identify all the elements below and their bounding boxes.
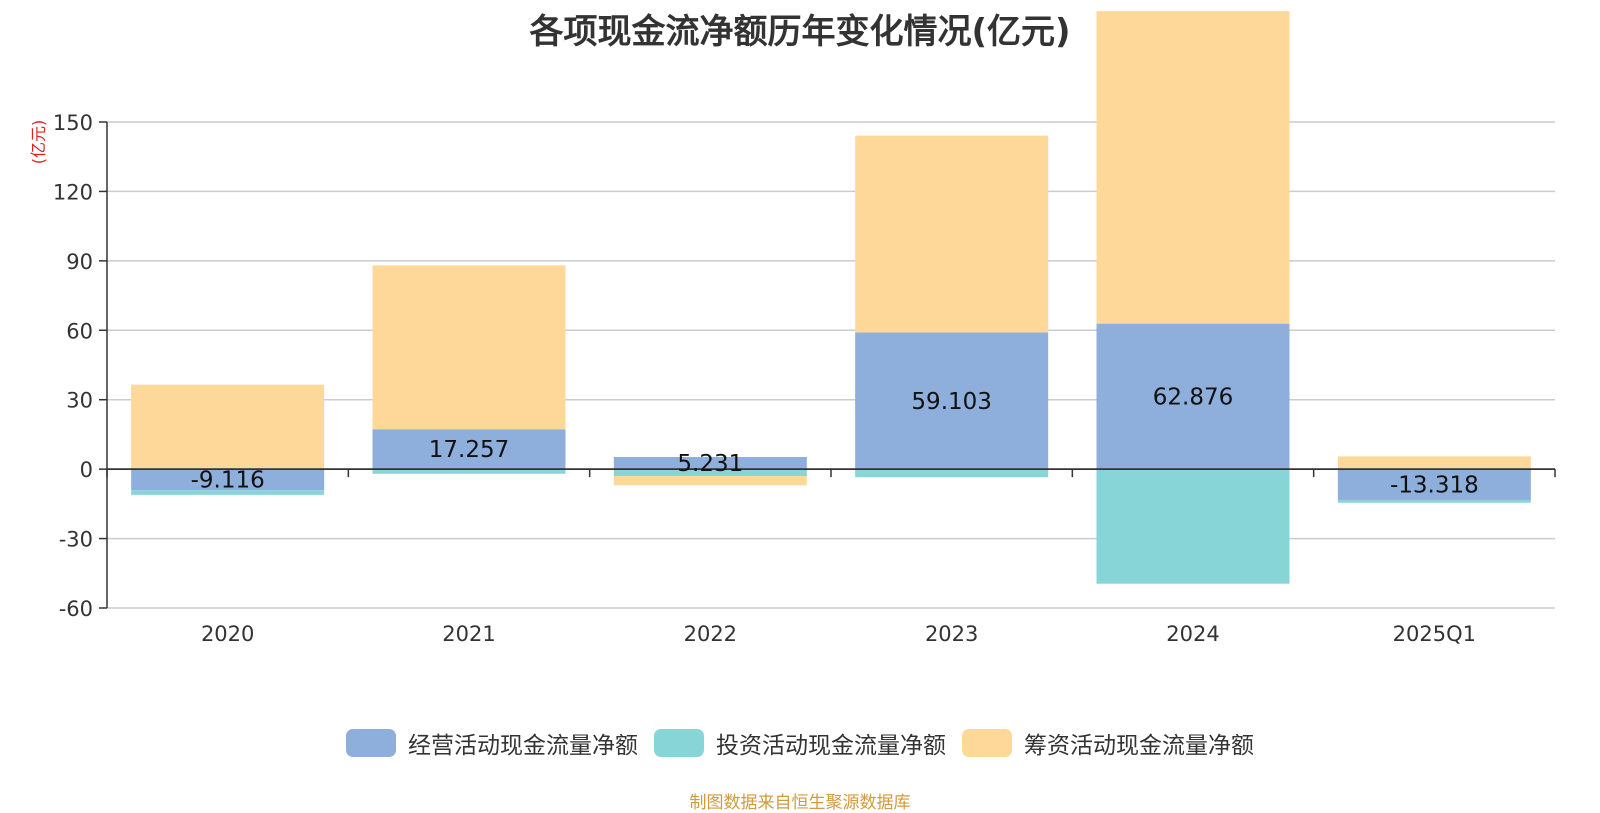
bar-2023-series-0 (855, 332, 1049, 470)
legend-item-operating[interactable]: 经营活动现金流量净额 (346, 726, 638, 760)
x-tick-label-2023: 2023 (925, 622, 978, 646)
x-tick-label-2022: 2022 (684, 622, 737, 646)
x-tick-label-2021: 2021 (442, 622, 495, 646)
bar-2024-series-0 (1096, 323, 1290, 470)
y-tick-label: 120 (53, 180, 93, 204)
data-label-2020: -9.116 (191, 468, 265, 494)
bar-2022-series-1 (613, 469, 807, 477)
legend: 经营活动现金流量净额 投资活动现金流量净额 筹资活动现金流量净额 (0, 726, 1600, 760)
y-axis-unit-label: (亿元) (29, 120, 48, 165)
data-label-2025Q1: -13.318 (1390, 473, 1479, 499)
legend-swatch-investing (654, 729, 704, 757)
data-label-2024: 62.876 (1153, 384, 1233, 410)
legend-label-financing: 筹资活动现金流量净额 (1024, 733, 1254, 759)
bar-2025Q1-series-2 (1337, 456, 1531, 470)
y-tick-label: 60 (66, 319, 93, 343)
source-note: 制图数据来自恒生聚源数据库 (689, 793, 911, 813)
legend-swatch-financing (962, 729, 1012, 757)
data-labels: -9.116 17.257 5.231 59.103 62.876 -13.318 (191, 384, 1479, 498)
bar-2020-series-0 (131, 469, 325, 491)
bars (131, 11, 1531, 584)
bar-2020-series-2 (131, 384, 325, 470)
x-tick-label-2020: 2020 (201, 622, 254, 646)
bar-2025Q1-series-0 (1337, 469, 1531, 500)
legend-item-investing[interactable]: 投资活动现金流量净额 (654, 726, 946, 760)
data-label-2023: 59.103 (911, 389, 991, 415)
chart-title: 各项现金流净额历年变化情况(亿元) (529, 12, 1071, 52)
bar-2024-series-1 (1096, 469, 1290, 584)
bar-2023-series-1 (855, 469, 1049, 478)
bar-2021-series-0 (372, 429, 566, 470)
bar-2022-series-2 (613, 476, 807, 486)
y-tick-label: -30 (59, 528, 93, 552)
data-label-2021: 17.257 (429, 437, 509, 463)
bar-2025Q1-series-1 (1337, 499, 1531, 503)
y-tick-label: 150 (53, 111, 93, 135)
y-tick-label: 30 (66, 389, 93, 413)
grid-lines (107, 121, 1555, 609)
legend-label-investing: 投资活动现金流量净额 (716, 733, 946, 759)
legend-swatch-operating (346, 729, 396, 757)
axes: 150 120 90 60 30 0 -30 -60 2020 2021 2022 2023 2024 2… (53, 111, 1556, 646)
legend-item-financing[interactable]: 筹资活动现金流量净额 (962, 726, 1254, 760)
bar-2021-series-2 (372, 265, 566, 430)
bar-2024-series-2 (1096, 11, 1290, 324)
data-label-2022: 5.231 (677, 451, 743, 477)
y-tick-label: 90 (66, 250, 93, 274)
x-tick-label-2024: 2024 (1166, 622, 1219, 646)
bar-2022-series-0 (613, 457, 807, 470)
bar-2020-series-1 (131, 490, 325, 495)
bar-2023-series-2 (855, 135, 1049, 333)
y-tick-label: 0 (80, 458, 93, 482)
bar-2021-series-1 (372, 469, 566, 474)
legend-label-operating: 经营活动现金流量净额 (408, 733, 638, 759)
y-tick-label: -60 (59, 597, 93, 621)
x-tick-label-2025Q1: 2025Q1 (1393, 622, 1476, 646)
